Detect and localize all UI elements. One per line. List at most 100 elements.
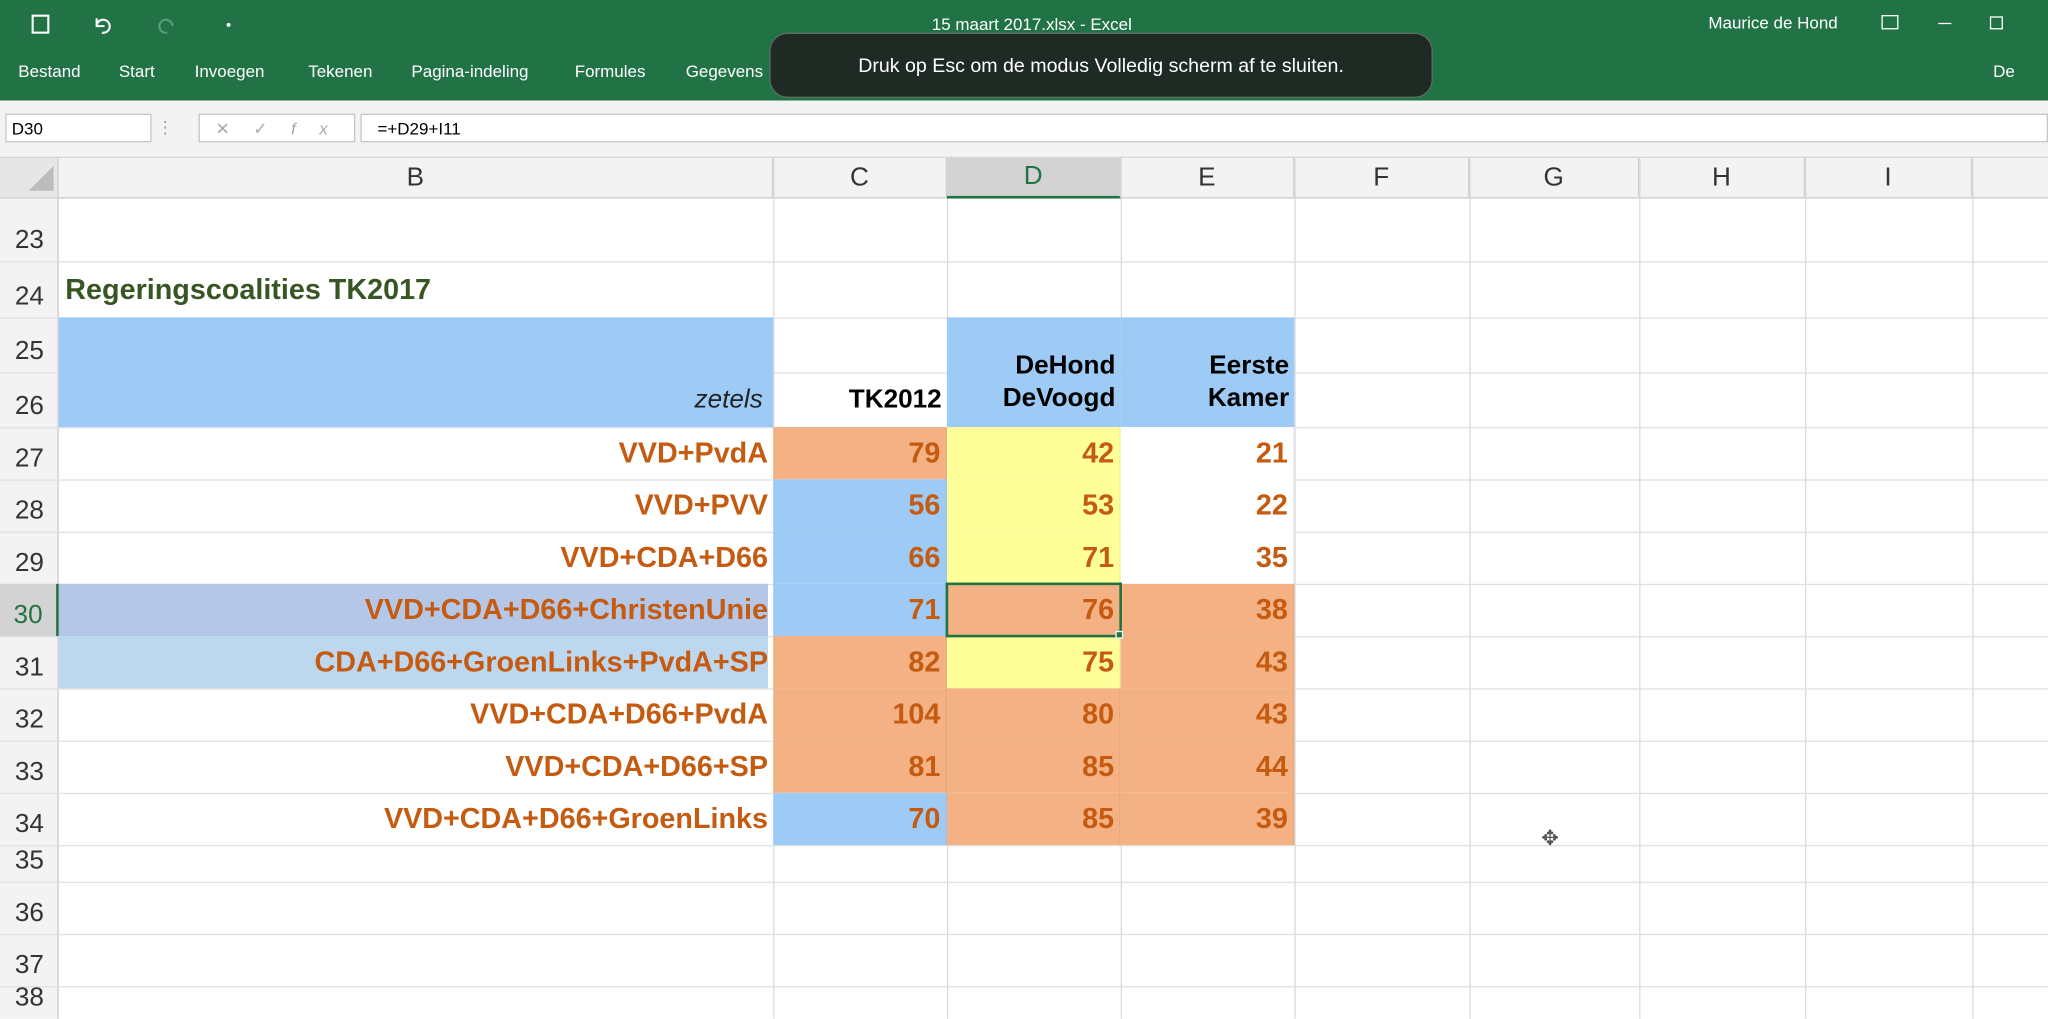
- cell-value: 43: [1120, 636, 1295, 689]
- cell-value: 76: [946, 583, 1121, 637]
- row-label: VVD+CDA+D66+PvdA: [470, 697, 768, 731]
- undo-icon[interactable]: [95, 18, 111, 34]
- grid-row-line: [0, 933, 2048, 936]
- cell-value: 66: [773, 531, 947, 584]
- row-header: 33: [14, 757, 44, 787]
- cell-value: 71: [946, 531, 1121, 584]
- cell-value: 104: [773, 688, 947, 741]
- row-header: 34: [14, 809, 44, 839]
- ribbon-tab[interactable]: Gegevens: [685, 61, 764, 81]
- grid-row-line: [0, 845, 2048, 847]
- grid-col-line: [1469, 158, 1471, 1019]
- cell-value: 39: [1120, 792, 1295, 846]
- row-label: VVD+CDA+D66: [560, 540, 768, 574]
- header-eerste_kamer: Kamer: [1207, 383, 1290, 413]
- column-header: G: [1469, 158, 1640, 199]
- row-header: 35: [14, 846, 44, 876]
- row-label: VVD+CDA+D66+SP: [505, 749, 768, 783]
- ribbon-tab[interactable]: Pagina-indeling: [411, 61, 529, 81]
- cell-value: 79: [773, 427, 947, 480]
- fill-handle: [1115, 630, 1124, 639]
- cell-value: 75: [946, 636, 1121, 689]
- row-header: 27: [14, 444, 44, 473]
- cell-value: 70: [773, 792, 947, 846]
- row-label: VVD+PVV: [634, 488, 768, 522]
- cell-value: 43: [1120, 688, 1295, 741]
- sheet-title: Regeringscoalities TK2017: [65, 272, 432, 305]
- row-header: 23: [14, 225, 44, 255]
- row-header: 24: [14, 282, 44, 311]
- ribbon-tab[interactable]: Bestand: [18, 61, 81, 81]
- separator: ⋮: [156, 117, 174, 138]
- restore[interactable]: [1989, 16, 2003, 30]
- row-label: VVD+CDA+D66+ChristenUnie: [58, 583, 768, 637]
- row-header: 30: [0, 583, 59, 637]
- cell-value: 22: [1120, 479, 1295, 532]
- ribbon-options[interactable]: [1881, 15, 1899, 30]
- cell-value: 80: [946, 688, 1121, 741]
- row-label: VVD+CDA+D66+GroenLinks: [383, 801, 768, 835]
- user-name: Maurice de Hond: [1708, 13, 1838, 33]
- formula-buttons[interactable]: ✕✓fx: [198, 113, 356, 143]
- column-header: C: [773, 158, 947, 199]
- column-header: I: [1805, 158, 1973, 199]
- column-header: F: [1294, 158, 1470, 199]
- row-header: 38: [14, 983, 44, 1013]
- row-header: 32: [14, 705, 44, 735]
- fullscreen-notice: Druk op Esc om de modus Volledig scherm …: [769, 32, 1433, 98]
- column-header: D: [946, 158, 1121, 199]
- cell-value: 44: [1120, 740, 1295, 793]
- row-header: 36: [14, 898, 44, 928]
- cell-value: 82: [773, 636, 947, 689]
- quick-access-icons: [31, 14, 231, 34]
- header-fill: [1120, 317, 1295, 428]
- column-header: H: [1639, 158, 1806, 199]
- cell-value: 85: [946, 740, 1121, 793]
- file-title: 15 maart 2017.xlsx - Excel: [931, 14, 1132, 34]
- cell-value: 53: [946, 479, 1121, 532]
- ribbon-tab[interactable]: Tekenen: [308, 61, 373, 81]
- mouse-cursor: ✥: [1541, 828, 1559, 851]
- row-header: 28: [14, 496, 44, 526]
- grid-row-line: [0, 986, 2048, 988]
- ribbon-tab[interactable]: Formules: [574, 61, 646, 81]
- save-icon[interactable]: [31, 14, 50, 34]
- cell-value: 42: [946, 427, 1121, 480]
- header-dehond: DeVoogd: [1002, 383, 1116, 413]
- header-fill: [58, 317, 774, 428]
- account[interactable]: De: [1993, 61, 2015, 81]
- grid-row-line: [0, 261, 2048, 263]
- column-header: E: [1121, 158, 1295, 199]
- grid-row-line: [0, 881, 2048, 883]
- ribbon-tab[interactable]: Invoegen: [194, 61, 265, 81]
- header-dehond: DeHond: [1015, 351, 1116, 381]
- cell-value: 81: [773, 740, 947, 793]
- ribbon-tab[interactable]: Start: [118, 61, 155, 81]
- header-eerste_kamer: Eerste: [1209, 351, 1290, 381]
- row-label: CDA+D66+GroenLinks+PvdA+SP: [58, 636, 768, 689]
- header-fill: [946, 317, 1121, 428]
- grid-col-line: [1805, 158, 1807, 1019]
- window-controls: [1881, 15, 2003, 30]
- cell-value: 56: [773, 479, 947, 532]
- redo-icon[interactable]: [158, 18, 174, 34]
- cell-value: 71: [773, 583, 947, 637]
- corner-triangle: [28, 165, 54, 191]
- name-box[interactable]: D30: [5, 113, 152, 143]
- row-header: 37: [14, 950, 44, 980]
- cell-value: 21: [1120, 427, 1295, 480]
- column-header: B: [59, 158, 774, 199]
- row-header: 25: [14, 336, 44, 366]
- customize-icon[interactable]: [226, 22, 231, 27]
- cell-value: 85: [946, 792, 1121, 846]
- row-label: VVD+PvdA: [618, 436, 768, 469]
- grid-col-line: [1972, 158, 1974, 1019]
- formula-input[interactable]: =+D29+I11: [360, 113, 2048, 143]
- grid-col-line: [1639, 158, 1641, 1019]
- header-zetels: zetels: [694, 384, 763, 414]
- row-header: 31: [14, 653, 44, 682]
- cell-value: 35: [1120, 531, 1295, 584]
- row-header: 26: [14, 391, 44, 421]
